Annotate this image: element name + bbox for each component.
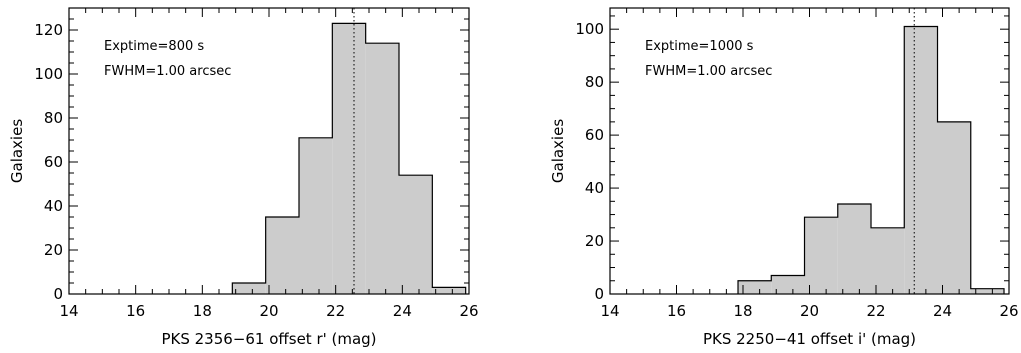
x-tick-label: 26 <box>459 302 478 320</box>
y-tick-label: 0 <box>594 285 604 303</box>
y-axis-label: Galaxies <box>8 119 26 183</box>
y-tick-label: 40 <box>44 197 63 215</box>
right-histogram-panel: 14 16 18 20 22 24 26 0 20 40 60 80 100 PKS 2250−41 of… <box>549 7 1019 348</box>
x-tick-label: 22 <box>866 302 885 320</box>
y-tick-label: 20 <box>585 232 604 250</box>
y-axis-label: Galaxies <box>549 119 567 183</box>
y-tick-label: 100 <box>575 20 604 38</box>
histogram-outline <box>737 25 1005 294</box>
y-tick-label: 60 <box>44 153 63 171</box>
x-axis-label: PKS 2250−41 offset i' (mag) <box>703 330 916 348</box>
x-tick-label: 26 <box>999 302 1018 320</box>
histogram-bar <box>265 217 299 294</box>
annotation-text: Exptime=800 s <box>104 39 204 54</box>
y-tick-label: 60 <box>585 126 604 144</box>
x-tick-label: 16 <box>126 302 145 320</box>
x-axis-label: PKS 2356−61 offset r' (mag) <box>161 330 376 348</box>
histogram-bar <box>232 283 266 294</box>
histogram-bar <box>299 137 333 294</box>
x-tick-label: 20 <box>259 302 278 320</box>
x-tick-label: 18 <box>193 302 212 320</box>
histogram-outline <box>231 22 467 294</box>
x-tick-label: 16 <box>667 302 686 320</box>
histogram-bar <box>804 217 838 294</box>
histogram-bar <box>904 26 938 294</box>
annotation-text: FWHM=1.00 arcsec <box>645 64 772 79</box>
x-tick-label: 22 <box>326 302 345 320</box>
annotation-text: FWHM=1.00 arcsec <box>104 64 231 79</box>
left-histogram-panel: 14 16 18 20 22 24 26 0 20 40 60 80 100 120 PKS 2356−61… <box>8 7 479 348</box>
histogram-bar <box>332 23 366 295</box>
histogram-bar <box>970 288 1005 294</box>
histogram-bar <box>432 287 466 294</box>
histogram-bar <box>399 175 433 294</box>
histogram-bar <box>937 121 971 295</box>
x-tick-label: 14 <box>600 302 619 320</box>
y-tick-label: 40 <box>585 179 604 197</box>
y-tick-label: 80 <box>585 73 604 91</box>
y-tick-label: 20 <box>44 241 63 259</box>
y-tick-label: 0 <box>53 285 63 303</box>
annotation-text: Exptime=1000 s <box>645 39 754 54</box>
x-tick-label: 24 <box>393 302 412 320</box>
histogram-bar <box>871 227 905 294</box>
y-tick-label: 120 <box>34 21 63 39</box>
x-tick-label: 24 <box>933 302 952 320</box>
histogram-bar <box>771 275 805 294</box>
x-tick-label: 18 <box>733 302 752 320</box>
y-tick-label: 100 <box>34 65 63 83</box>
x-tick-label: 14 <box>59 302 78 320</box>
x-tick-label: 20 <box>800 302 819 320</box>
histogram-bar <box>837 203 872 294</box>
histogram-bar <box>365 43 399 295</box>
y-tick-label: 80 <box>44 109 63 127</box>
histogram-bar <box>738 280 772 294</box>
